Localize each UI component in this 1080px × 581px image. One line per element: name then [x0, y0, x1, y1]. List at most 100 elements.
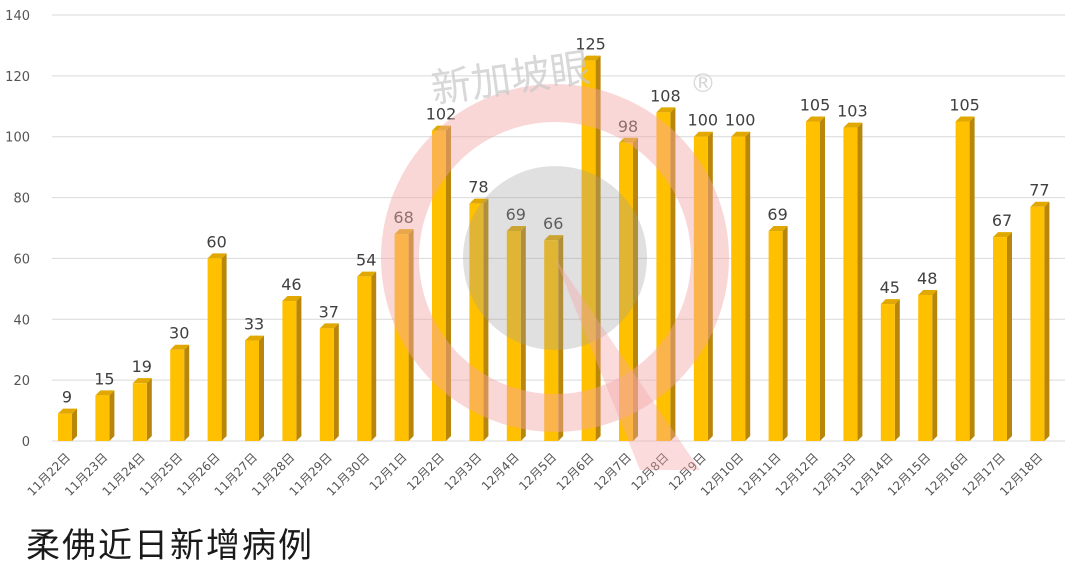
bar-front: [731, 136, 746, 441]
bar-top: [58, 408, 77, 414]
bar-top: [843, 122, 863, 128]
bar-side: [1007, 232, 1012, 441]
bar-top: [693, 131, 713, 137]
data-label: 54: [356, 251, 376, 270]
bar-top: [656, 107, 676, 113]
x-tick-label: 12月4日: [479, 450, 522, 493]
bar-front: [993, 237, 1007, 441]
bar-top: [544, 235, 564, 241]
data-label: 45: [880, 278, 900, 297]
y-tick-label: 80: [13, 192, 30, 207]
bar: [319, 323, 339, 441]
bar: [245, 335, 264, 441]
bar-side: [857, 122, 863, 441]
bar-front: [319, 328, 334, 441]
bar-top: [1030, 201, 1050, 207]
bar: [432, 125, 451, 441]
bar-front: [95, 395, 110, 441]
x-tick-label: 12月3日: [441, 450, 484, 493]
bar-top: [993, 232, 1012, 238]
bars: [58, 55, 1050, 442]
bar: [955, 116, 975, 441]
bar: [95, 390, 115, 441]
bar-top: [132, 378, 152, 384]
bar-front: [843, 127, 858, 441]
bar-side: [184, 344, 190, 441]
bar-top: [581, 55, 601, 61]
data-label: 98: [618, 117, 638, 136]
bar: [544, 235, 564, 441]
bar-front: [955, 121, 970, 441]
bar: [394, 229, 414, 441]
bar-front: [245, 340, 259, 441]
bar-top: [319, 323, 339, 329]
bar-top: [806, 116, 825, 122]
data-label: 100: [725, 111, 756, 130]
bar-front: [544, 240, 559, 441]
data-label: 46: [281, 275, 301, 294]
bar: [282, 296, 302, 441]
bar: [843, 122, 863, 441]
bar: [58, 408, 77, 441]
bar-side: [894, 299, 900, 441]
y-tick-label: 60: [13, 252, 30, 267]
bar-side: [745, 131, 751, 441]
data-label: 105: [800, 96, 831, 115]
data-label: 48: [917, 269, 937, 288]
data-label: 67: [992, 211, 1012, 230]
bar-front: [282, 301, 297, 441]
bar-side: [259, 335, 264, 441]
bar-front: [1030, 206, 1045, 441]
bar-front: [581, 60, 596, 442]
y-tick-label: 40: [13, 313, 30, 328]
bar: [656, 107, 676, 441]
bar: [993, 232, 1012, 441]
bar-front: [132, 383, 147, 441]
data-label: 102: [426, 105, 457, 124]
bar-top: [731, 131, 751, 137]
y-tick-label: 20: [13, 374, 30, 389]
bar-front: [357, 276, 372, 441]
bar-side: [72, 408, 77, 441]
data-label: 30: [169, 324, 189, 343]
bar-top: [207, 253, 227, 259]
bar-side: [221, 253, 227, 441]
bar-top: [506, 226, 526, 232]
data-label: 60: [206, 232, 226, 251]
data-label: 125: [575, 35, 606, 54]
bar-front: [656, 112, 671, 441]
bar-top: [469, 198, 489, 204]
bar-side: [670, 107, 676, 441]
bar-front: [619, 142, 633, 442]
bar-front: [207, 258, 222, 441]
bar-top: [619, 137, 638, 143]
x-axis-ticks: 11月22日11月23日11月24日11月25日11月26日11月27日11月2…: [25, 450, 1046, 498]
bar-top: [170, 344, 190, 350]
x-tick-label: 12月7日: [591, 450, 634, 493]
data-label: 78: [468, 178, 488, 197]
bar-front: [880, 304, 895, 441]
bar-side: [446, 125, 451, 441]
bar-chart: 0 20 40 60 80 100 120 140 9 15 19 30 60 33 46 37 54 68 10…: [5, 9, 1065, 499]
bar-top: [282, 296, 302, 302]
bar: [880, 299, 900, 441]
data-label: 77: [1029, 181, 1049, 200]
bar-front: [58, 413, 72, 441]
bar: [1030, 201, 1050, 441]
data-label: 108: [650, 86, 681, 105]
bar-front: [432, 130, 446, 441]
x-tick-label: 12月1日: [367, 450, 410, 493]
bar-front: [506, 231, 521, 441]
bar-top: [880, 299, 900, 305]
bar: [806, 116, 825, 441]
y-axis-ticks: 0 20 40 60 80 100 120 140: [5, 9, 30, 450]
bar-top: [245, 335, 264, 341]
bar-front: [469, 203, 484, 441]
bar: [469, 198, 489, 441]
x-tick-label: 12月8日: [628, 450, 671, 493]
bar: [581, 55, 601, 442]
data-label: 37: [319, 302, 339, 321]
bar-side: [595, 55, 601, 442]
bar-side: [109, 390, 115, 441]
bar-side: [820, 116, 825, 441]
